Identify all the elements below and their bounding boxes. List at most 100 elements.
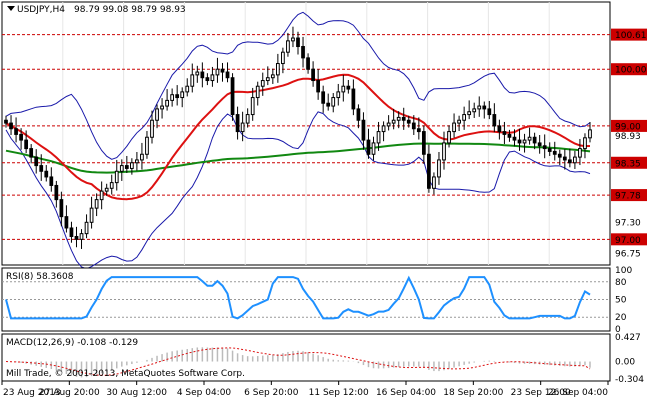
candle: [542, 134, 547, 159]
candle-body: [532, 136, 537, 144]
candle: [507, 129, 512, 142]
candle: [9, 115, 13, 135]
candle: [255, 81, 260, 106]
candle: [215, 57, 220, 83]
candle: [326, 93, 331, 111]
time-tick-label: 4 Sep 04:00: [177, 388, 232, 398]
candle: [432, 172, 436, 195]
ma-slow-line: [5, 142, 591, 174]
candle: [29, 144, 34, 164]
candle: [421, 125, 426, 164]
candle-body: [341, 85, 346, 93]
candle-body: [562, 156, 567, 161]
candle-body: [135, 159, 139, 164]
macd-tick-label: 0.00: [615, 358, 635, 368]
candle: [301, 36, 305, 68]
candle: [129, 158, 134, 175]
macd-panel[interactable]: [1, 333, 611, 382]
time-tick-label: 30 Aug 12:00: [106, 388, 167, 398]
candle-body: [205, 77, 210, 82]
candle-body: [401, 116, 406, 121]
candle: [502, 121, 507, 145]
candle-body: [230, 77, 235, 116]
candle: [573, 150, 577, 170]
candle: [336, 83, 341, 106]
candle: [230, 73, 235, 121]
candle: [49, 167, 54, 192]
price-level-box: [611, 28, 647, 41]
candle: [331, 93, 336, 113]
candle: [386, 115, 391, 131]
candle-body: [220, 68, 225, 73]
candle: [286, 32, 290, 57]
candle: [170, 88, 175, 107]
candle: [366, 128, 371, 159]
candle-body: [9, 122, 13, 130]
macd-title: MACD(12,26,9) -0.108 -0.129: [6, 338, 138, 348]
rsi-tick-label: 80: [615, 278, 627, 288]
candle: [150, 110, 154, 144]
candle-body: [432, 176, 436, 189]
candle: [562, 149, 567, 170]
candle: [195, 65, 200, 83]
candle: [119, 159, 124, 181]
candle: [69, 221, 74, 243]
candle: [165, 89, 169, 111]
candle: [19, 128, 23, 150]
candle-body: [89, 207, 94, 223]
candle: [180, 87, 185, 108]
candle-body: [552, 150, 557, 155]
candle: [447, 125, 451, 148]
candle: [250, 87, 255, 121]
candle: [200, 62, 205, 88]
candle: [240, 111, 245, 142]
candle: [487, 100, 492, 120]
candle-body: [361, 119, 366, 141]
candle-body: [29, 148, 34, 158]
symbol-timeframe: USDJPY,H4: [17, 5, 65, 15]
candle-body: [573, 156, 577, 164]
candle-body: [517, 139, 522, 144]
candle: [467, 100, 472, 120]
candle-body: [99, 190, 104, 201]
candle: [411, 115, 416, 135]
candle-body: [578, 148, 582, 158]
candle-body: [547, 148, 552, 152]
candle: [4, 115, 8, 128]
candle: [296, 31, 300, 55]
candle: [583, 133, 587, 159]
candle-body: [69, 227, 74, 237]
candle: [537, 134, 542, 154]
candle-body: [487, 108, 492, 116]
candle-body: [260, 80, 265, 87]
macd-axis: 0.427 0.00 -0.304: [615, 333, 644, 385]
price-level-label: 100.00: [615, 66, 647, 76]
candle: [281, 47, 285, 74]
price-tick-label: 96.75: [615, 249, 641, 259]
candle: [567, 148, 572, 168]
main-grid: [62, 2, 550, 265]
macd-signal-line: [5, 347, 591, 376]
price-tick-label: 97.30: [615, 218, 641, 228]
candle-body: [94, 199, 99, 209]
candle: [457, 115, 461, 132]
rsi-tick-label: 100: [615, 266, 632, 276]
candle-body: [386, 122, 391, 127]
candle-body: [14, 128, 18, 135]
time-tick-label: 27 Aug 20:00: [39, 388, 100, 398]
candle: [44, 165, 49, 182]
candle: [427, 144, 431, 193]
price-level-box: [611, 156, 647, 169]
candle-body: [84, 221, 89, 235]
candle-body: [437, 159, 441, 178]
candle: [94, 193, 99, 217]
candle-body: [235, 114, 240, 133]
dropdown-arrow-icon[interactable]: [7, 6, 15, 11]
candle: [351, 79, 356, 116]
candle-body: [250, 97, 255, 116]
price-level-label: 97.00: [615, 236, 641, 246]
candle-body: [321, 91, 326, 104]
candle-body: [185, 85, 190, 93]
candle-body: [366, 139, 371, 155]
